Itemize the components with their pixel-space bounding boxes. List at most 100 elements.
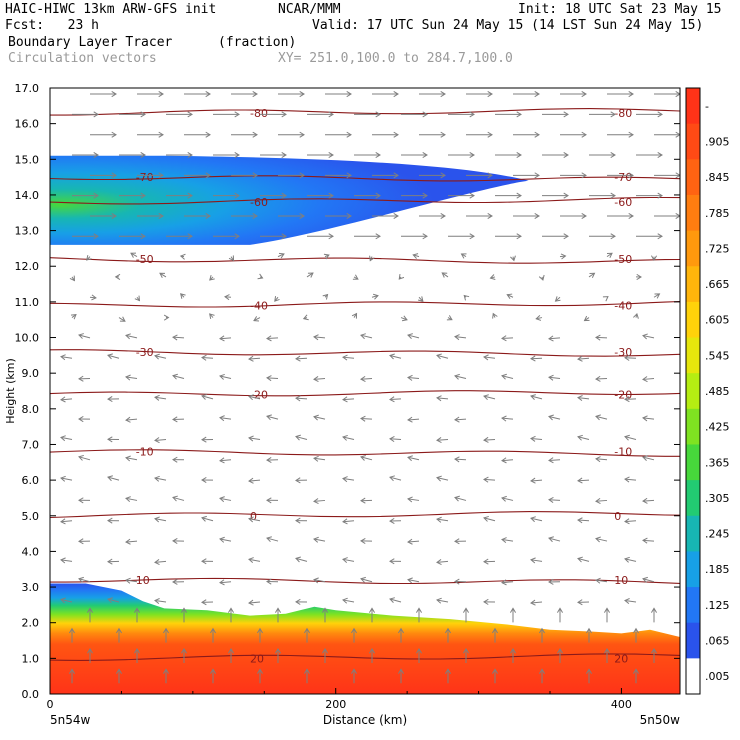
circulation-vector	[548, 499, 561, 501]
circulation-vector	[201, 517, 214, 522]
vector-arrowhead	[346, 131, 352, 138]
circulation-vector	[342, 436, 355, 440]
circulation-vector	[360, 378, 373, 380]
circulation-vector	[342, 520, 355, 523]
vector-arrowhead	[650, 648, 658, 654]
vector-arrowhead	[252, 131, 258, 138]
circulation-vector	[548, 337, 561, 340]
circulation-vector	[313, 416, 326, 420]
vector-arrowhead	[501, 537, 507, 544]
y-tick-label: 7.0	[22, 438, 40, 451]
colorbar-swatch	[686, 88, 700, 125]
circulation-vector	[360, 456, 373, 461]
circulation-vector	[253, 317, 261, 322]
vector-arrowhead	[657, 111, 663, 118]
vector-arrowhead	[78, 576, 84, 583]
vector-arrowhead	[313, 577, 319, 584]
vector-arrowhead	[469, 111, 475, 118]
vector-arrowhead	[535, 314, 542, 321]
colorbar-label: .725	[705, 242, 730, 255]
circulation-vector	[125, 418, 138, 421]
vector-arrowhead	[610, 192, 616, 199]
vector-arrowhead	[86, 607, 94, 613]
colorbar-label: .905	[705, 135, 730, 148]
vector-arrowhead	[462, 607, 470, 613]
vector-arrowhead	[201, 599, 207, 606]
circulation-vector	[219, 375, 232, 380]
temperature-contour	[50, 300, 680, 308]
circulation-vector	[483, 517, 496, 522]
vector-arrowhead	[389, 558, 395, 565]
circulation-vector	[118, 317, 126, 322]
circulation-vector	[588, 272, 595, 278]
vector-arrowhead	[219, 536, 225, 543]
circulation-vector	[483, 438, 496, 441]
vector-arrowhead	[78, 538, 84, 545]
circulation-vector	[125, 579, 138, 583]
vector-arrowhead	[454, 416, 460, 423]
vector-arrowhead	[548, 335, 554, 342]
model-title: HAIC-HIWC 13km ARW-GFS init	[5, 2, 217, 17]
circulation-vector	[389, 438, 402, 440]
vector-arrowhead	[581, 172, 587, 179]
vector-arrowhead	[205, 91, 211, 98]
vector-arrowhead	[158, 172, 164, 179]
vector-arrowhead	[187, 233, 193, 240]
vector-arrowhead	[154, 394, 160, 401]
circulation-vector	[219, 459, 232, 462]
vector-arrowhead	[172, 456, 178, 463]
circulation-vector	[248, 395, 261, 400]
circulation-vector	[248, 357, 261, 360]
circulation-vector	[530, 601, 543, 604]
circulation-vector	[501, 459, 514, 462]
circulation-vector	[125, 540, 138, 543]
vector-arrowhead	[111, 131, 117, 138]
vector-arrowhead	[610, 152, 616, 159]
circulation-vector	[78, 578, 91, 583]
circulation-vector	[224, 296, 232, 298]
vector-arrowhead	[487, 172, 493, 179]
vector-arrowhead	[313, 414, 319, 421]
vector-arrowhead	[469, 152, 475, 159]
vector-arrowhead	[125, 577, 131, 584]
circulation-vector	[201, 357, 214, 359]
circulation-vector	[642, 539, 655, 542]
vector-arrowhead	[93, 192, 99, 199]
colorbar-label: .005	[705, 670, 730, 683]
vector-arrowhead	[530, 435, 536, 442]
vector-arrowhead	[628, 91, 634, 98]
x-tick-label: 400	[611, 698, 632, 711]
vector-arrowhead	[60, 354, 66, 361]
vector-arrowhead	[78, 333, 84, 339]
vector-arrowhead	[516, 111, 522, 118]
field-units: (fraction)	[218, 35, 297, 50]
x-tick-label: 200	[325, 698, 346, 711]
vector-arrowhead	[295, 556, 301, 563]
vector-arrowhead	[577, 477, 583, 484]
vector-arrowhead	[595, 375, 601, 382]
colorbar-swatch	[686, 622, 700, 659]
circulation-vector	[313, 378, 326, 380]
vector-arrowhead	[351, 312, 358, 319]
circulation-vector	[530, 559, 543, 562]
circulation-vector	[389, 398, 402, 401]
vector-arrowhead	[209, 313, 215, 319]
vector-arrowhead	[389, 436, 395, 443]
vector-arrowhead	[501, 579, 507, 586]
circulation-vector	[436, 438, 449, 441]
vector-arrowhead	[321, 648, 329, 654]
vector-arrowhead	[487, 131, 493, 138]
vector-arrowhead	[462, 648, 470, 654]
circulation-vector	[595, 378, 608, 380]
vector-arrowhead	[360, 537, 366, 544]
vector-arrowhead	[530, 477, 536, 484]
circulation-vector	[107, 354, 120, 359]
vector-arrowhead	[595, 497, 601, 504]
vector-arrowhead	[313, 455, 319, 462]
vector-arrowhead	[624, 556, 630, 563]
vector-arrowhead	[650, 607, 658, 613]
vector-arrowhead	[252, 91, 258, 98]
circulation-vector	[642, 417, 655, 420]
plot-frame	[49, 87, 681, 695]
vector-arrowhead	[205, 172, 211, 179]
